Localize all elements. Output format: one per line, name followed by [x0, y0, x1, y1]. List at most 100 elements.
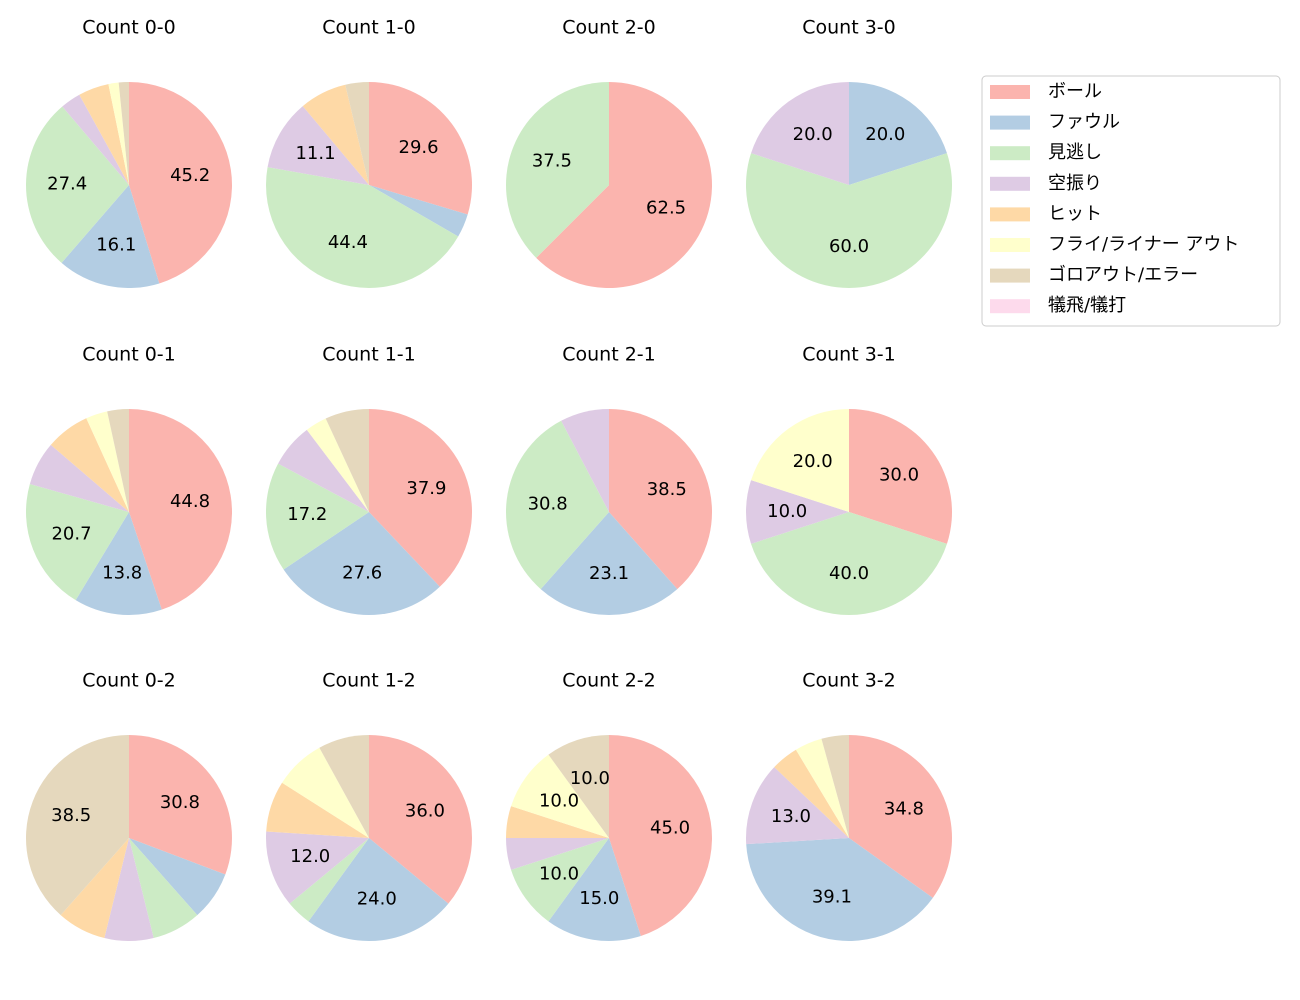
value-label: 62.5 [646, 198, 686, 219]
pie-slice [129, 838, 198, 939]
legend-swatch [990, 207, 1030, 222]
value-label: 30.8 [528, 494, 568, 515]
value-label: 27.4 [47, 174, 87, 195]
value-label: 29.6 [399, 137, 439, 158]
pie-slice [795, 738, 849, 838]
pie-slice [118, 82, 129, 185]
value-label: 24.0 [357, 888, 397, 909]
legend-swatch [990, 268, 1030, 283]
pie-slice [282, 747, 369, 838]
pie-slice [50, 418, 129, 512]
value-label: 44.8 [170, 491, 210, 512]
pie-slice [302, 84, 369, 185]
chart-title: Count 1-0 [322, 17, 416, 39]
chart-title: Count 2-2 [562, 670, 656, 692]
chart-title: Count 2-1 [562, 344, 656, 366]
value-label: 13.8 [102, 562, 142, 583]
value-label: 38.5 [51, 805, 91, 826]
pie-slice [308, 838, 449, 941]
legend-swatch [990, 238, 1030, 252]
legend-swatch [990, 85, 1030, 99]
pie-slice [849, 735, 953, 898]
pie-slice [369, 185, 468, 237]
pie-slice [325, 409, 369, 512]
pie-slice [265, 167, 459, 289]
pie-slice [283, 512, 440, 616]
pie-slice [129, 735, 232, 875]
pie-slice [505, 420, 609, 590]
pie-slice [369, 735, 472, 904]
pie-slice [62, 94, 130, 185]
pie-slice [61, 185, 160, 288]
legend-swatch [990, 176, 1030, 191]
pie-slice [746, 480, 849, 544]
value-label: 23.1 [589, 563, 629, 584]
chart-title: Count 0-0 [82, 17, 176, 39]
pie-slice [25, 735, 130, 916]
pie-slice [849, 409, 952, 544]
pie-slice [266, 782, 369, 838]
value-label: 34.8 [884, 799, 924, 820]
pie-slice [849, 82, 947, 185]
value-label: 10.0 [767, 501, 807, 522]
legend-label: 犠飛/犠打 [1048, 295, 1126, 316]
pie-slice [548, 838, 641, 941]
legend-label: 空振り [1048, 173, 1102, 194]
pie-slice [278, 429, 369, 512]
pie-slice [306, 418, 369, 512]
value-label: 10.0 [539, 863, 579, 884]
value-label: 13.0 [771, 806, 811, 827]
legend-swatch [990, 146, 1030, 161]
value-label: 10.0 [570, 768, 610, 789]
pie-slice [540, 512, 678, 615]
pie-slice [609, 735, 712, 936]
legend-swatch [990, 115, 1030, 130]
pie-slice [751, 409, 849, 512]
pie-slice [129, 838, 226, 916]
pie-slice [774, 749, 849, 838]
value-label: 39.1 [812, 886, 852, 907]
pie-slice [129, 409, 232, 610]
value-label: 44.4 [328, 232, 368, 253]
legend-box [981, 75, 1281, 327]
value-label: 45.2 [170, 165, 210, 186]
value-label: 10.0 [539, 791, 579, 812]
pie-slice [751, 512, 947, 615]
value-label: 30.0 [879, 465, 919, 486]
pie-slice [536, 82, 712, 288]
value-label: 12.0 [290, 846, 330, 867]
pie-slice [265, 463, 369, 570]
value-label: 11.1 [295, 143, 335, 164]
pie-slice [821, 735, 849, 838]
pie-slice [746, 838, 933, 942]
pie-slice [511, 838, 609, 922]
pie-slice [511, 754, 609, 838]
pie-slice [266, 831, 369, 904]
pie-slice [319, 735, 369, 838]
pie-slice [107, 409, 129, 512]
pie-slice [104, 838, 154, 941]
pie-slice [561, 409, 609, 512]
value-label: 38.5 [647, 479, 687, 500]
value-label: 40.0 [829, 563, 869, 584]
chart-title: Count 3-0 [802, 17, 896, 39]
chart-title: Count 1-1 [322, 344, 416, 366]
legend-label: 見逃し [1048, 142, 1102, 163]
legend-label: フライ/ライナー アウト [1048, 234, 1239, 255]
value-label: 45.0 [650, 817, 690, 838]
value-label: 30.8 [160, 792, 200, 813]
pie-slice [345, 82, 369, 185]
value-label: 20.7 [51, 524, 91, 545]
pie-slice [79, 84, 129, 185]
legend-swatch [990, 299, 1030, 314]
pie-slice [506, 806, 609, 838]
pie-slice [26, 106, 130, 263]
pie-slice [505, 82, 609, 258]
pie-slice [746, 153, 952, 289]
chart-title: Count 3-1 [802, 344, 896, 366]
pie-slice [60, 838, 130, 939]
pie-slice [751, 82, 849, 185]
pie-slice [86, 411, 129, 512]
value-label: 15.0 [579, 888, 619, 909]
pie-slice [289, 838, 369, 922]
